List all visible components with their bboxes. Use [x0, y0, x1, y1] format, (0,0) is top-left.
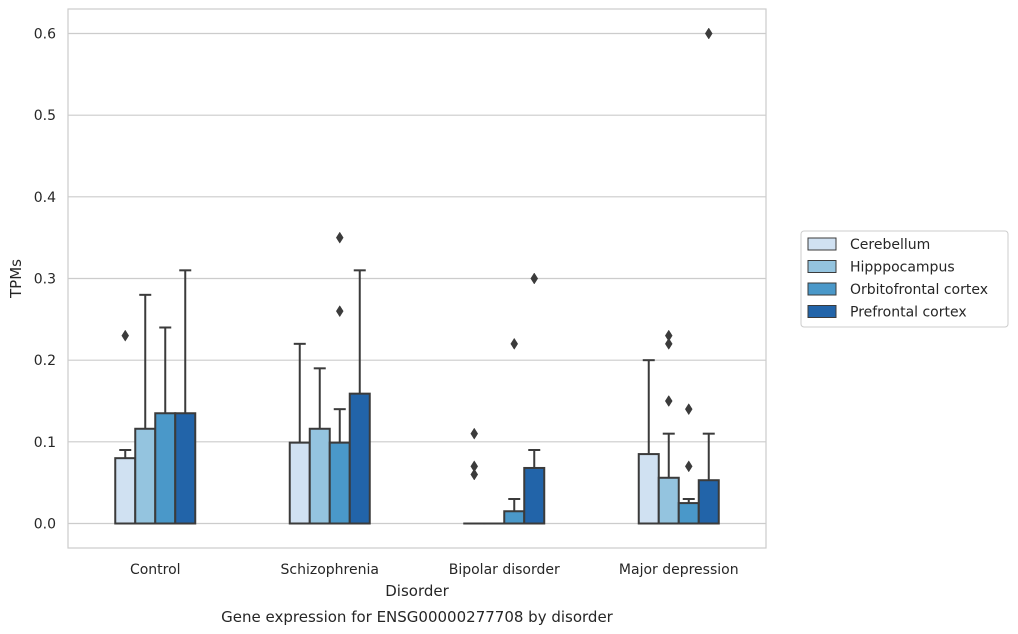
- x-axis-label: Disorder: [385, 582, 449, 600]
- legend-label: Cerebellum: [850, 237, 930, 253]
- y-axis-label: TPMs: [7, 259, 25, 299]
- bar: [328, 441, 351, 525]
- legend-label: Orbitofrontal cortex: [850, 282, 988, 298]
- bar: [154, 412, 177, 525]
- y-tick-label: 0.1: [34, 435, 56, 451]
- legend-box: [800, 230, 1009, 328]
- outlier-point: [684, 460, 693, 473]
- chart-caption: Gene expression for ENSG00000277708 by d…: [221, 608, 614, 626]
- outlier-point: [470, 468, 479, 481]
- y-tick-label: 0.2: [34, 353, 56, 369]
- bar: [174, 412, 197, 525]
- bar: [308, 427, 331, 525]
- legend-swatch: [807, 260, 837, 273]
- bar: [657, 476, 680, 525]
- y-tick-label: 0.4: [34, 190, 56, 206]
- legend: Cerebellum Hipppocampus Orbitofrontal cort…: [800, 230, 1009, 328]
- x-tick-label: Major depression: [619, 562, 739, 578]
- legend-swatch: [807, 305, 837, 318]
- x-axis-ticks: Control Schizophrenia Bipolar disorder Majo…: [130, 562, 739, 578]
- y-tick-label: 0.3: [34, 272, 56, 288]
- bar: [523, 466, 546, 525]
- bar: [677, 502, 700, 525]
- outlier-points: [121, 27, 713, 481]
- legend-swatch: [807, 237, 837, 251]
- plot-frame: [67, 8, 767, 549]
- bar: [114, 457, 137, 525]
- bar: [697, 479, 720, 525]
- x-tick-label: Control: [130, 562, 181, 578]
- legend-label: Prefrontal cortex: [850, 305, 967, 321]
- x-tick-label: Schizophrenia: [281, 562, 379, 578]
- y-axis-ticks: 0.0 0.1 0.2 0.3 0.4 0.5 0.6: [34, 27, 56, 533]
- bar: [503, 510, 526, 525]
- bar: [637, 453, 660, 525]
- outlier-point: [335, 231, 344, 244]
- outlier-point: [684, 403, 693, 416]
- bar: [348, 392, 371, 525]
- y-tick-label: 0.0: [34, 517, 56, 533]
- outlier-point: [530, 272, 539, 285]
- error-bars: [119, 269, 715, 512]
- outlier-point: [335, 305, 344, 318]
- legend-label: Hipppocampus: [850, 260, 955, 276]
- outlier-point: [470, 427, 479, 440]
- outlier-point: [664, 337, 673, 350]
- x-tick-label: Bipolar disorder: [449, 562, 560, 578]
- outlier-point: [510, 337, 519, 350]
- outlier-point: [664, 395, 673, 407]
- y-tick-label: 0.5: [34, 108, 56, 124]
- outlier-point: [121, 329, 130, 342]
- bars: [114, 392, 720, 525]
- outlier-point: [704, 27, 713, 40]
- bar: [134, 427, 157, 525]
- y-tick-label: 0.6: [34, 27, 56, 43]
- legend-swatch: [807, 282, 837, 296]
- bar: [288, 441, 311, 525]
